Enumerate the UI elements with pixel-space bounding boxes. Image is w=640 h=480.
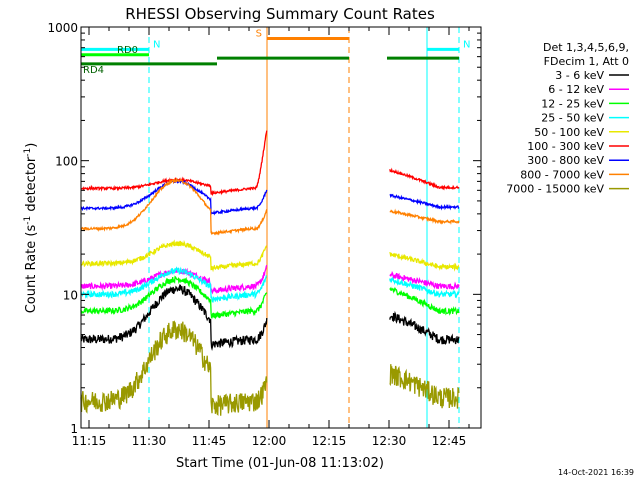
y-axis-label-end: )	[24, 143, 39, 148]
legend-entry-label: 800 - 7000 keV	[520, 168, 604, 181]
x-tick-label: 11:30	[132, 434, 167, 448]
series-line	[80, 266, 460, 303]
legend-entry-label: 7000 - 15000 keV	[506, 183, 604, 196]
series-line	[80, 284, 460, 351]
flag-label: N	[153, 39, 160, 50]
legend-entry-label: 12 - 25 keV	[541, 97, 604, 110]
legend-entry-label: 100 - 300 keV	[527, 140, 604, 153]
x-tick-label: 11:15	[72, 434, 107, 448]
y-axis-label-sup2: -1	[23, 148, 33, 157]
flag-label: S	[256, 29, 262, 40]
legend-entry-label: 50 - 100 keV	[534, 126, 604, 139]
axes-layer: 1 10 100 1000 11:15 11:30 11:45 12:00 12:15 12:30…	[47, 21, 481, 448]
y-axis-label-main: Count Rate (s	[24, 225, 39, 314]
series-line	[80, 178, 460, 217]
x-tick-label: 12:45	[432, 434, 467, 448]
flag-label: RD4	[83, 65, 104, 76]
y-tick-label: 10	[63, 288, 78, 302]
series-line	[80, 177, 460, 236]
x-axis-label: Start Time (01-Jun-08 11:13:02)	[176, 456, 384, 471]
series-layer	[80, 130, 460, 416]
series-line	[80, 239, 460, 273]
render-timestamp: 14-Oct-2021 16:39	[558, 468, 634, 477]
x-tick-label: 11:45	[192, 434, 227, 448]
flag-layer: N N RD0 RD4 S	[81, 29, 470, 76]
x-tick-label: 12:00	[252, 434, 287, 448]
plot-frame	[80, 26, 482, 429]
legend-header-line-1: Det 1,3,4,5,6,9,	[543, 41, 629, 54]
legend-header-line-2: FDecim 1, Att 0	[544, 55, 629, 68]
flag-label: N	[463, 39, 470, 50]
flag-label: RD0	[117, 45, 138, 56]
series-line	[80, 320, 460, 416]
legend-entry-label: 6 - 12 keV	[548, 83, 604, 96]
x-tick-label: 12:30	[372, 434, 407, 448]
y-axis-label-sup1: -1	[23, 216, 33, 225]
legend-entry-label: 25 - 50 keV	[541, 112, 604, 125]
y-tick-label: 100	[55, 155, 78, 169]
legend-entry-label: 3 - 6 keV	[555, 69, 604, 82]
x-tick-label: 12:15	[312, 434, 347, 448]
y-tick-label: 1000	[47, 21, 78, 35]
event-line-layer	[80, 27, 460, 428]
series-line	[80, 130, 460, 197]
series-line	[80, 275, 460, 320]
y-axis-label-mid: detector	[24, 156, 39, 216]
y-tick-label: 1	[70, 422, 78, 436]
chart-title: RHESSI Observing Summary Count Rates	[125, 5, 435, 23]
legend-entry-label: 300 - 800 keV	[527, 154, 604, 167]
y-axis-label: Count Rate (s-1 detector-1)	[23, 143, 39, 314]
